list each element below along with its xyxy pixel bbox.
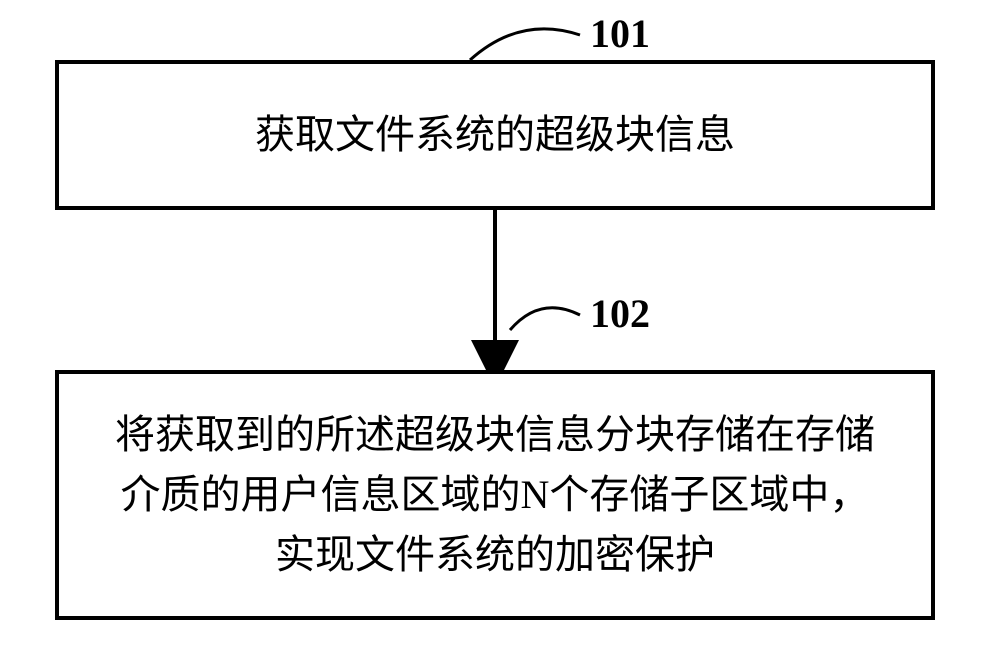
node-text: 将获取到的所述超级块信息分块存储在存储 介质的用户信息区域的N个存储子区域中， … bbox=[115, 405, 875, 585]
flowchart-node-step2: 将获取到的所述超级块信息分块存储在存储 介质的用户信息区域的N个存储子区域中， … bbox=[55, 370, 935, 620]
flowchart-canvas: 获取文件系统的超级块信息 101 102 将获取到的所述超级块信息分块存储在存储… bbox=[0, 0, 1000, 664]
